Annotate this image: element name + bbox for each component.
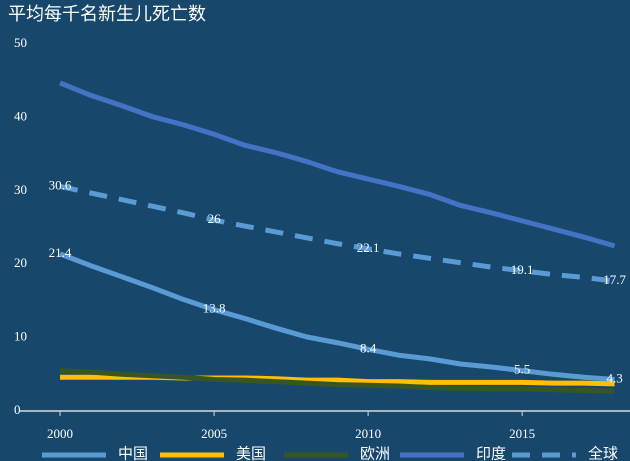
legend-label: 印度: [476, 445, 506, 461]
data-label: 22.1: [357, 240, 380, 255]
chart-title: 平均每千名新生儿死亡数: [8, 4, 206, 24]
legend-label: 全球: [588, 444, 618, 461]
y-tick-label: 10: [14, 329, 27, 344]
data-label: 4.3: [606, 370, 622, 385]
series-line: [59, 183, 615, 284]
legend-label: 欧洲: [360, 445, 390, 461]
x-tick-label: 2010: [355, 426, 381, 441]
data-label: 19.1: [511, 262, 534, 277]
x-tick-label: 2000: [47, 426, 73, 441]
legend-label: 美国: [236, 445, 266, 461]
data-label: 21.4: [49, 245, 72, 260]
y-tick-label: 50: [14, 35, 27, 50]
series-line: [59, 368, 615, 394]
data-label: 8.4: [360, 340, 377, 355]
y-tick-label: 30: [14, 182, 27, 197]
y-tick-label: 40: [14, 108, 27, 123]
series-line: [59, 251, 615, 382]
data-label: 17.7: [603, 272, 626, 287]
y-tick-label: 0: [14, 402, 21, 417]
data-label: 13.8: [203, 301, 226, 316]
data-label: 5.5: [514, 362, 530, 377]
x-tick-label: 2015: [509, 426, 535, 441]
y-tick-label: 20: [14, 255, 27, 270]
data-label: 30.6: [49, 177, 72, 192]
legend-label: 中国: [118, 445, 148, 461]
data-label: 26: [208, 211, 222, 226]
x-tick-label: 2005: [201, 426, 227, 441]
series-line: [59, 80, 616, 249]
